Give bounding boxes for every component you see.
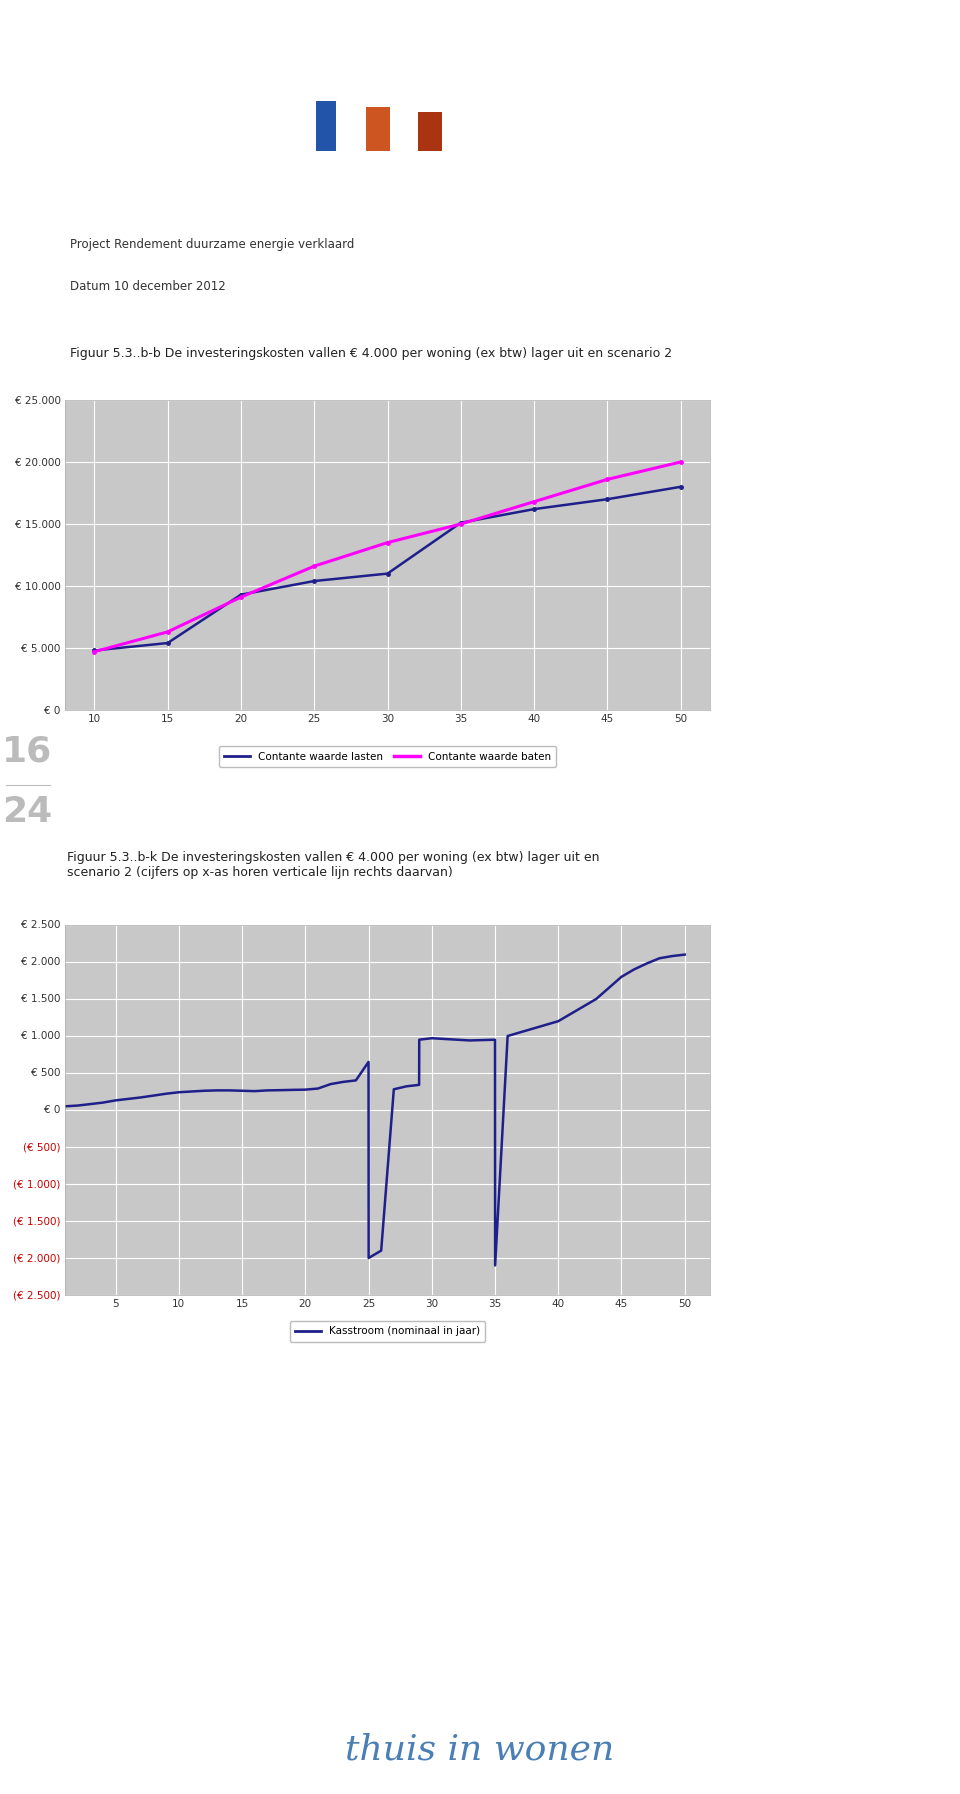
Polygon shape — [344, 54, 388, 109]
Text: € 0: € 0 — [44, 1105, 60, 1116]
Text: Project Rendement duurzame energie verklaard: Project Rendement duurzame energie verkl… — [70, 239, 354, 251]
Text: (€ 1.000): (€ 1.000) — [13, 1179, 60, 1189]
Legend: Kasstroom (nominaal in jaar): Kasstroom (nominaal in jaar) — [290, 1320, 486, 1342]
Text: 16: 16 — [2, 736, 53, 770]
Text: € 2.500: € 2.500 — [21, 920, 60, 929]
Bar — [316, 100, 336, 151]
Text: € 2.000: € 2.000 — [21, 956, 60, 967]
Text: ensis: ensis — [394, 38, 444, 56]
Text: € 500: € 500 — [32, 1067, 60, 1078]
Text: thuis in wonen: thuis in wonen — [346, 1731, 614, 1765]
Text: atri: atri — [326, 38, 365, 56]
Text: € 1.500: € 1.500 — [21, 994, 60, 1005]
Text: 24: 24 — [2, 795, 53, 829]
Text: Datum 10 december 2012: Datum 10 december 2012 — [70, 280, 226, 292]
Text: (€ 2.500): (€ 2.500) — [13, 1290, 60, 1301]
Text: € 1.000: € 1.000 — [21, 1032, 60, 1041]
Polygon shape — [292, 70, 336, 109]
Bar — [366, 108, 390, 151]
Text: Figuur 5.3..b-b De investeringskosten vallen € 4.000 per woning (ex btw) lager u: Figuur 5.3..b-b De investeringskosten va… — [70, 348, 672, 361]
Bar — [418, 111, 442, 151]
Text: (€ 500): (€ 500) — [23, 1143, 60, 1152]
Polygon shape — [396, 65, 440, 109]
Text: (€ 1.500): (€ 1.500) — [13, 1216, 60, 1225]
Text: (€ 2.000): (€ 2.000) — [13, 1252, 60, 1263]
Legend: Contante waarde lasten, Contante waarde baten: Contante waarde lasten, Contante waarde … — [219, 746, 557, 766]
Text: Figuur 5.3..b-k De investeringskosten vallen € 4.000 per woning (ex btw) lager u: Figuur 5.3..b-k De investeringskosten va… — [67, 850, 599, 879]
